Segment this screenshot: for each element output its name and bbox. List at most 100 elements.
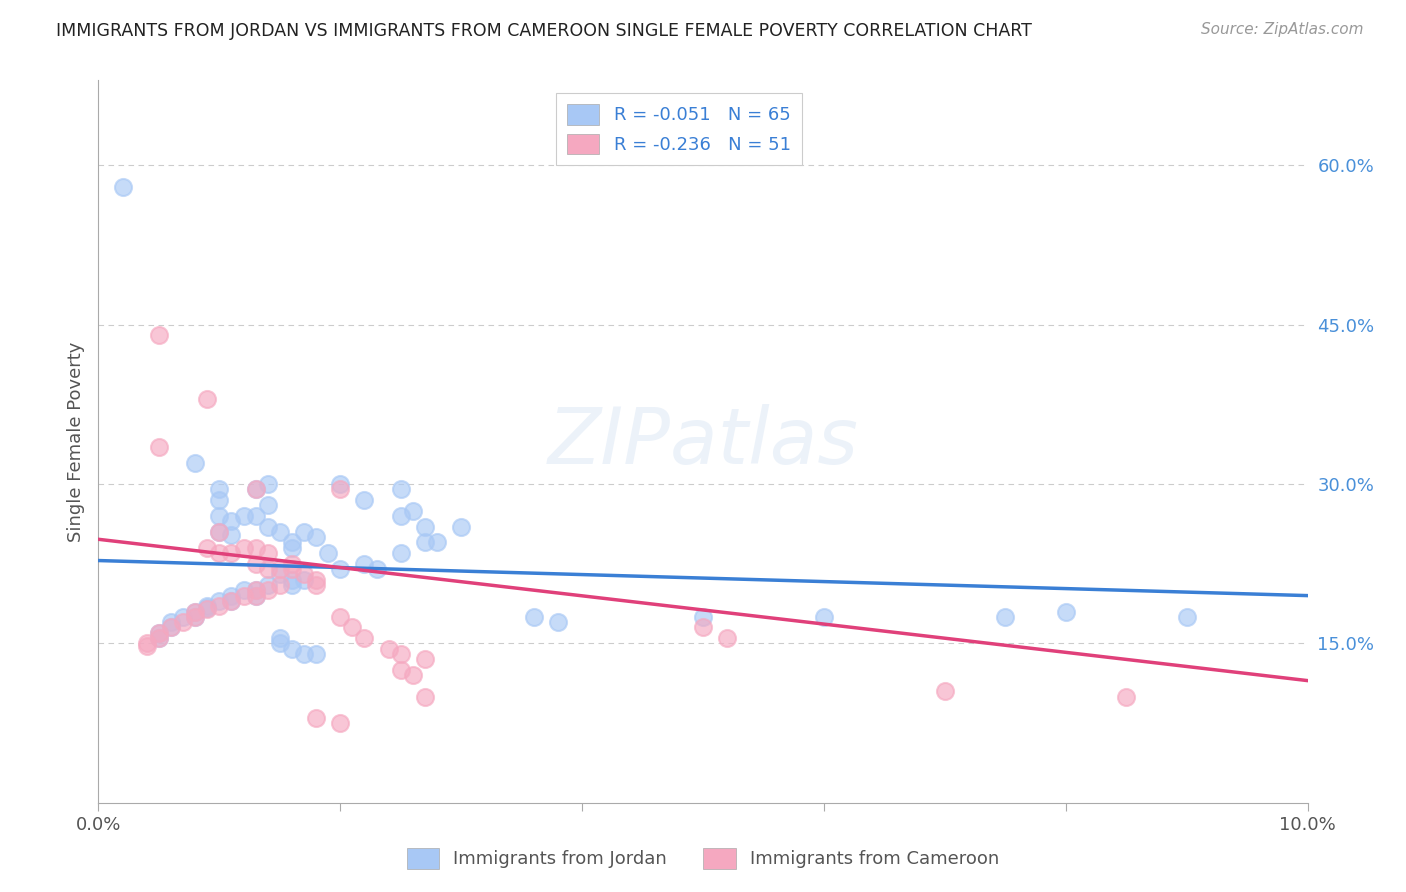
Point	[256, 498, 278, 512]
Point	[523, 610, 546, 624]
Legend: Immigrants from Jordan, Immigrants from Cameroon: Immigrants from Jordan, Immigrants from …	[399, 840, 1007, 876]
Point	[245, 508, 267, 523]
Point	[389, 546, 412, 560]
Point	[329, 716, 352, 731]
Point	[245, 483, 267, 497]
Point	[148, 440, 170, 454]
Point	[269, 636, 291, 650]
Point	[692, 610, 714, 624]
Point	[221, 594, 243, 608]
Point	[208, 594, 231, 608]
Point	[292, 567, 315, 582]
Text: IMMIGRANTS FROM JORDAN VS IMMIGRANTS FROM CAMEROON SINGLE FEMALE POVERTY CORRELA: IMMIGRANTS FROM JORDAN VS IMMIGRANTS FRO…	[56, 22, 1032, 40]
Point	[281, 541, 304, 555]
Point	[184, 610, 207, 624]
Point	[148, 631, 170, 645]
Point	[389, 663, 412, 677]
Point	[245, 557, 267, 571]
Point	[353, 557, 375, 571]
Point	[413, 519, 436, 533]
Point	[413, 535, 436, 549]
Point	[269, 631, 291, 645]
Point	[160, 620, 183, 634]
Point	[221, 546, 243, 560]
Point	[232, 589, 254, 603]
Point	[292, 524, 315, 539]
Point	[292, 573, 315, 587]
Point	[256, 583, 278, 598]
Point	[111, 179, 134, 194]
Point	[547, 615, 569, 630]
Point	[353, 493, 375, 508]
Point	[135, 636, 157, 650]
Point	[208, 524, 231, 539]
Point	[269, 578, 291, 592]
Point	[184, 610, 207, 624]
Point	[208, 524, 231, 539]
Point	[692, 620, 714, 634]
Point	[1054, 605, 1077, 619]
Point	[366, 562, 388, 576]
Point	[1115, 690, 1137, 704]
Point	[256, 546, 278, 560]
Point	[305, 578, 328, 592]
Point	[184, 605, 207, 619]
Point	[281, 578, 304, 592]
Point	[172, 610, 194, 624]
Point	[413, 690, 436, 704]
Point	[160, 620, 183, 634]
Point	[184, 456, 207, 470]
Point	[256, 477, 278, 491]
Point	[208, 493, 231, 508]
Point	[148, 625, 170, 640]
Point	[232, 583, 254, 598]
Point	[305, 647, 328, 661]
Point	[281, 557, 304, 571]
Point	[934, 684, 956, 698]
Point	[292, 647, 315, 661]
Point	[269, 562, 291, 576]
Point	[232, 508, 254, 523]
Point	[221, 589, 243, 603]
Point	[353, 631, 375, 645]
Point	[281, 535, 304, 549]
Point	[221, 594, 243, 608]
Point	[389, 483, 412, 497]
Point	[148, 328, 170, 343]
Point	[172, 615, 194, 630]
Point	[195, 541, 218, 555]
Point	[1175, 610, 1198, 624]
Point	[208, 599, 231, 614]
Point	[994, 610, 1017, 624]
Point	[195, 599, 218, 614]
Point	[195, 601, 218, 615]
Point	[716, 631, 738, 645]
Point	[389, 508, 412, 523]
Point	[329, 610, 352, 624]
Point	[402, 503, 425, 517]
Y-axis label: Single Female Poverty: Single Female Poverty	[66, 342, 84, 541]
Point	[195, 392, 218, 406]
Point	[329, 562, 352, 576]
Point	[389, 647, 412, 661]
Point	[305, 530, 328, 544]
Point	[245, 589, 267, 603]
Text: ZIPatlas: ZIPatlas	[547, 403, 859, 480]
Point	[245, 583, 267, 598]
Point	[245, 541, 267, 555]
Point	[281, 641, 304, 656]
Point	[377, 641, 399, 656]
Point	[256, 562, 278, 576]
Point	[305, 711, 328, 725]
Point	[208, 508, 231, 523]
Point	[281, 573, 304, 587]
Point	[256, 519, 278, 533]
Point	[184, 605, 207, 619]
Point	[208, 483, 231, 497]
Point	[281, 562, 304, 576]
Point	[208, 546, 231, 560]
Point	[329, 477, 352, 491]
Point	[813, 610, 835, 624]
Point	[221, 528, 243, 542]
Point	[221, 514, 243, 528]
